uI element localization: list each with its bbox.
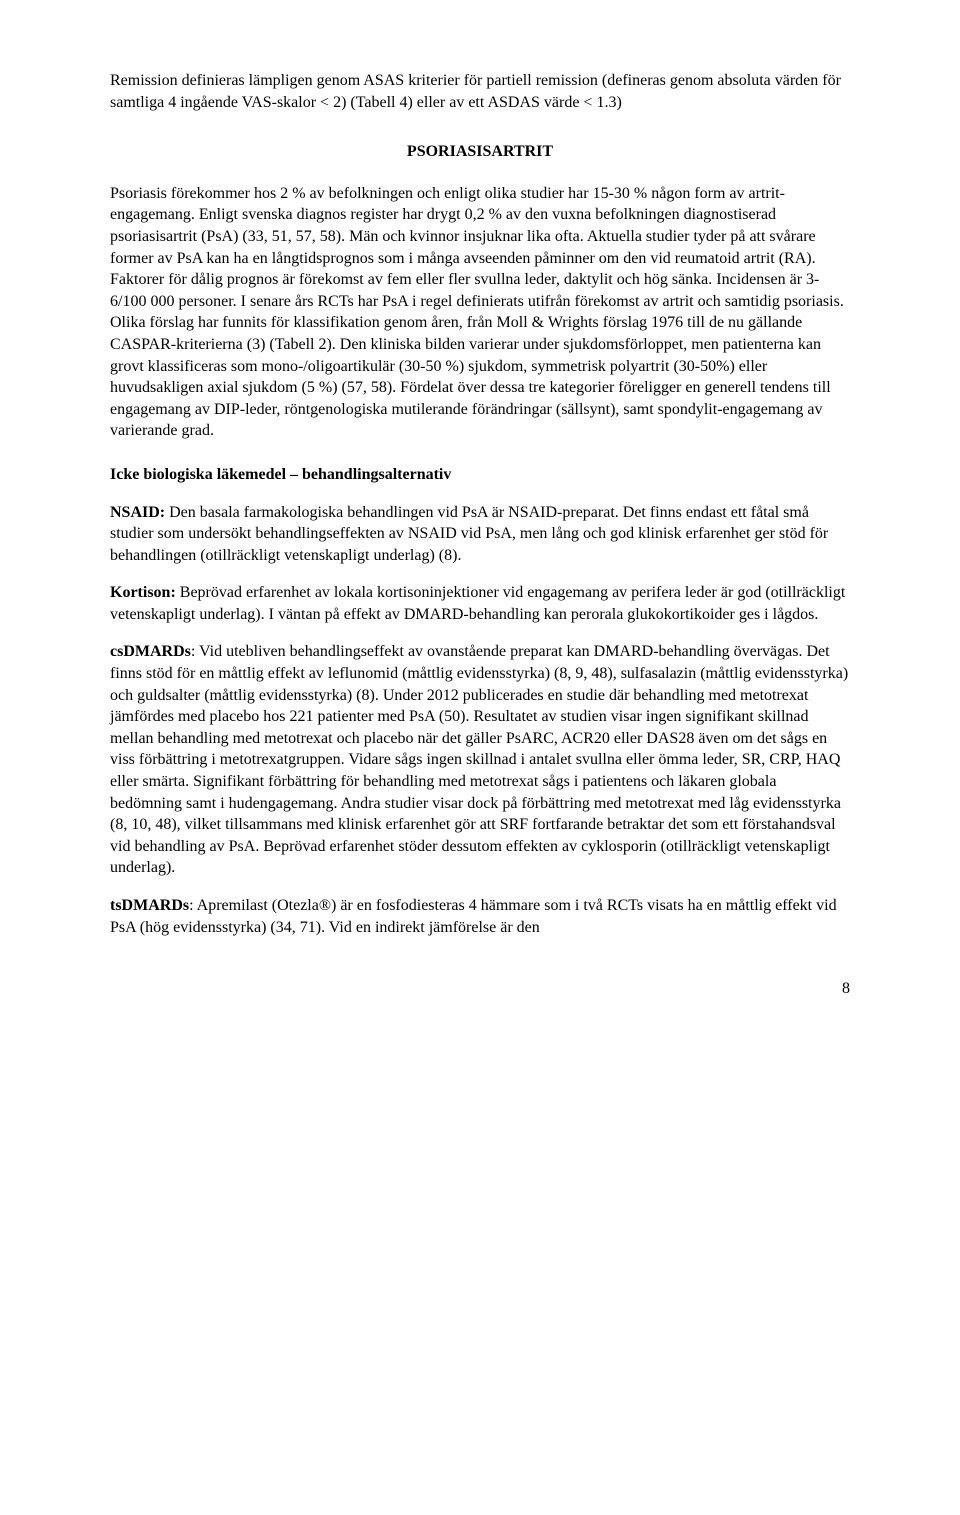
tsdmards-text: : Apremilast (Otezla®) är en fosfodieste… (110, 897, 837, 936)
remission-paragraph: Remission definieras lämpligen genom ASA… (110, 70, 850, 113)
kortison-label: Kortison: (110, 584, 176, 601)
icke-biologiska-heading: Icke biologiska läkemedel – behandlingsa… (110, 464, 850, 486)
csdmards-text: : Vid utebliven behandlingseffekt av ova… (110, 643, 848, 876)
nsaid-label: NSAID: (110, 504, 165, 521)
kortison-paragraph: Kortison: Beprövad erfarenhet av lokala … (110, 582, 850, 625)
nsaid-text: Den basala farmakologiska behandlingen v… (110, 504, 828, 564)
csdmards-paragraph: csDMARDs: Vid utebliven behandlingseffek… (110, 641, 850, 879)
page-number: 8 (110, 978, 850, 1000)
psoriasisartrit-heading: PSORIASISARTRIT (110, 141, 850, 163)
psoriasis-paragraph: Psoriasis förekommer hos 2 % av befolkni… (110, 183, 850, 442)
nsaid-paragraph: NSAID: Den basala farmakologiska behandl… (110, 502, 850, 567)
tsdmards-label: tsDMARDs (110, 897, 189, 914)
kortison-text: Beprövad erfarenhet av lokala kortisonin… (110, 584, 845, 623)
tsdmards-paragraph: tsDMARDs: Apremilast (Otezla®) är en fos… (110, 895, 850, 938)
csdmards-label: csDMARDs (110, 643, 191, 660)
